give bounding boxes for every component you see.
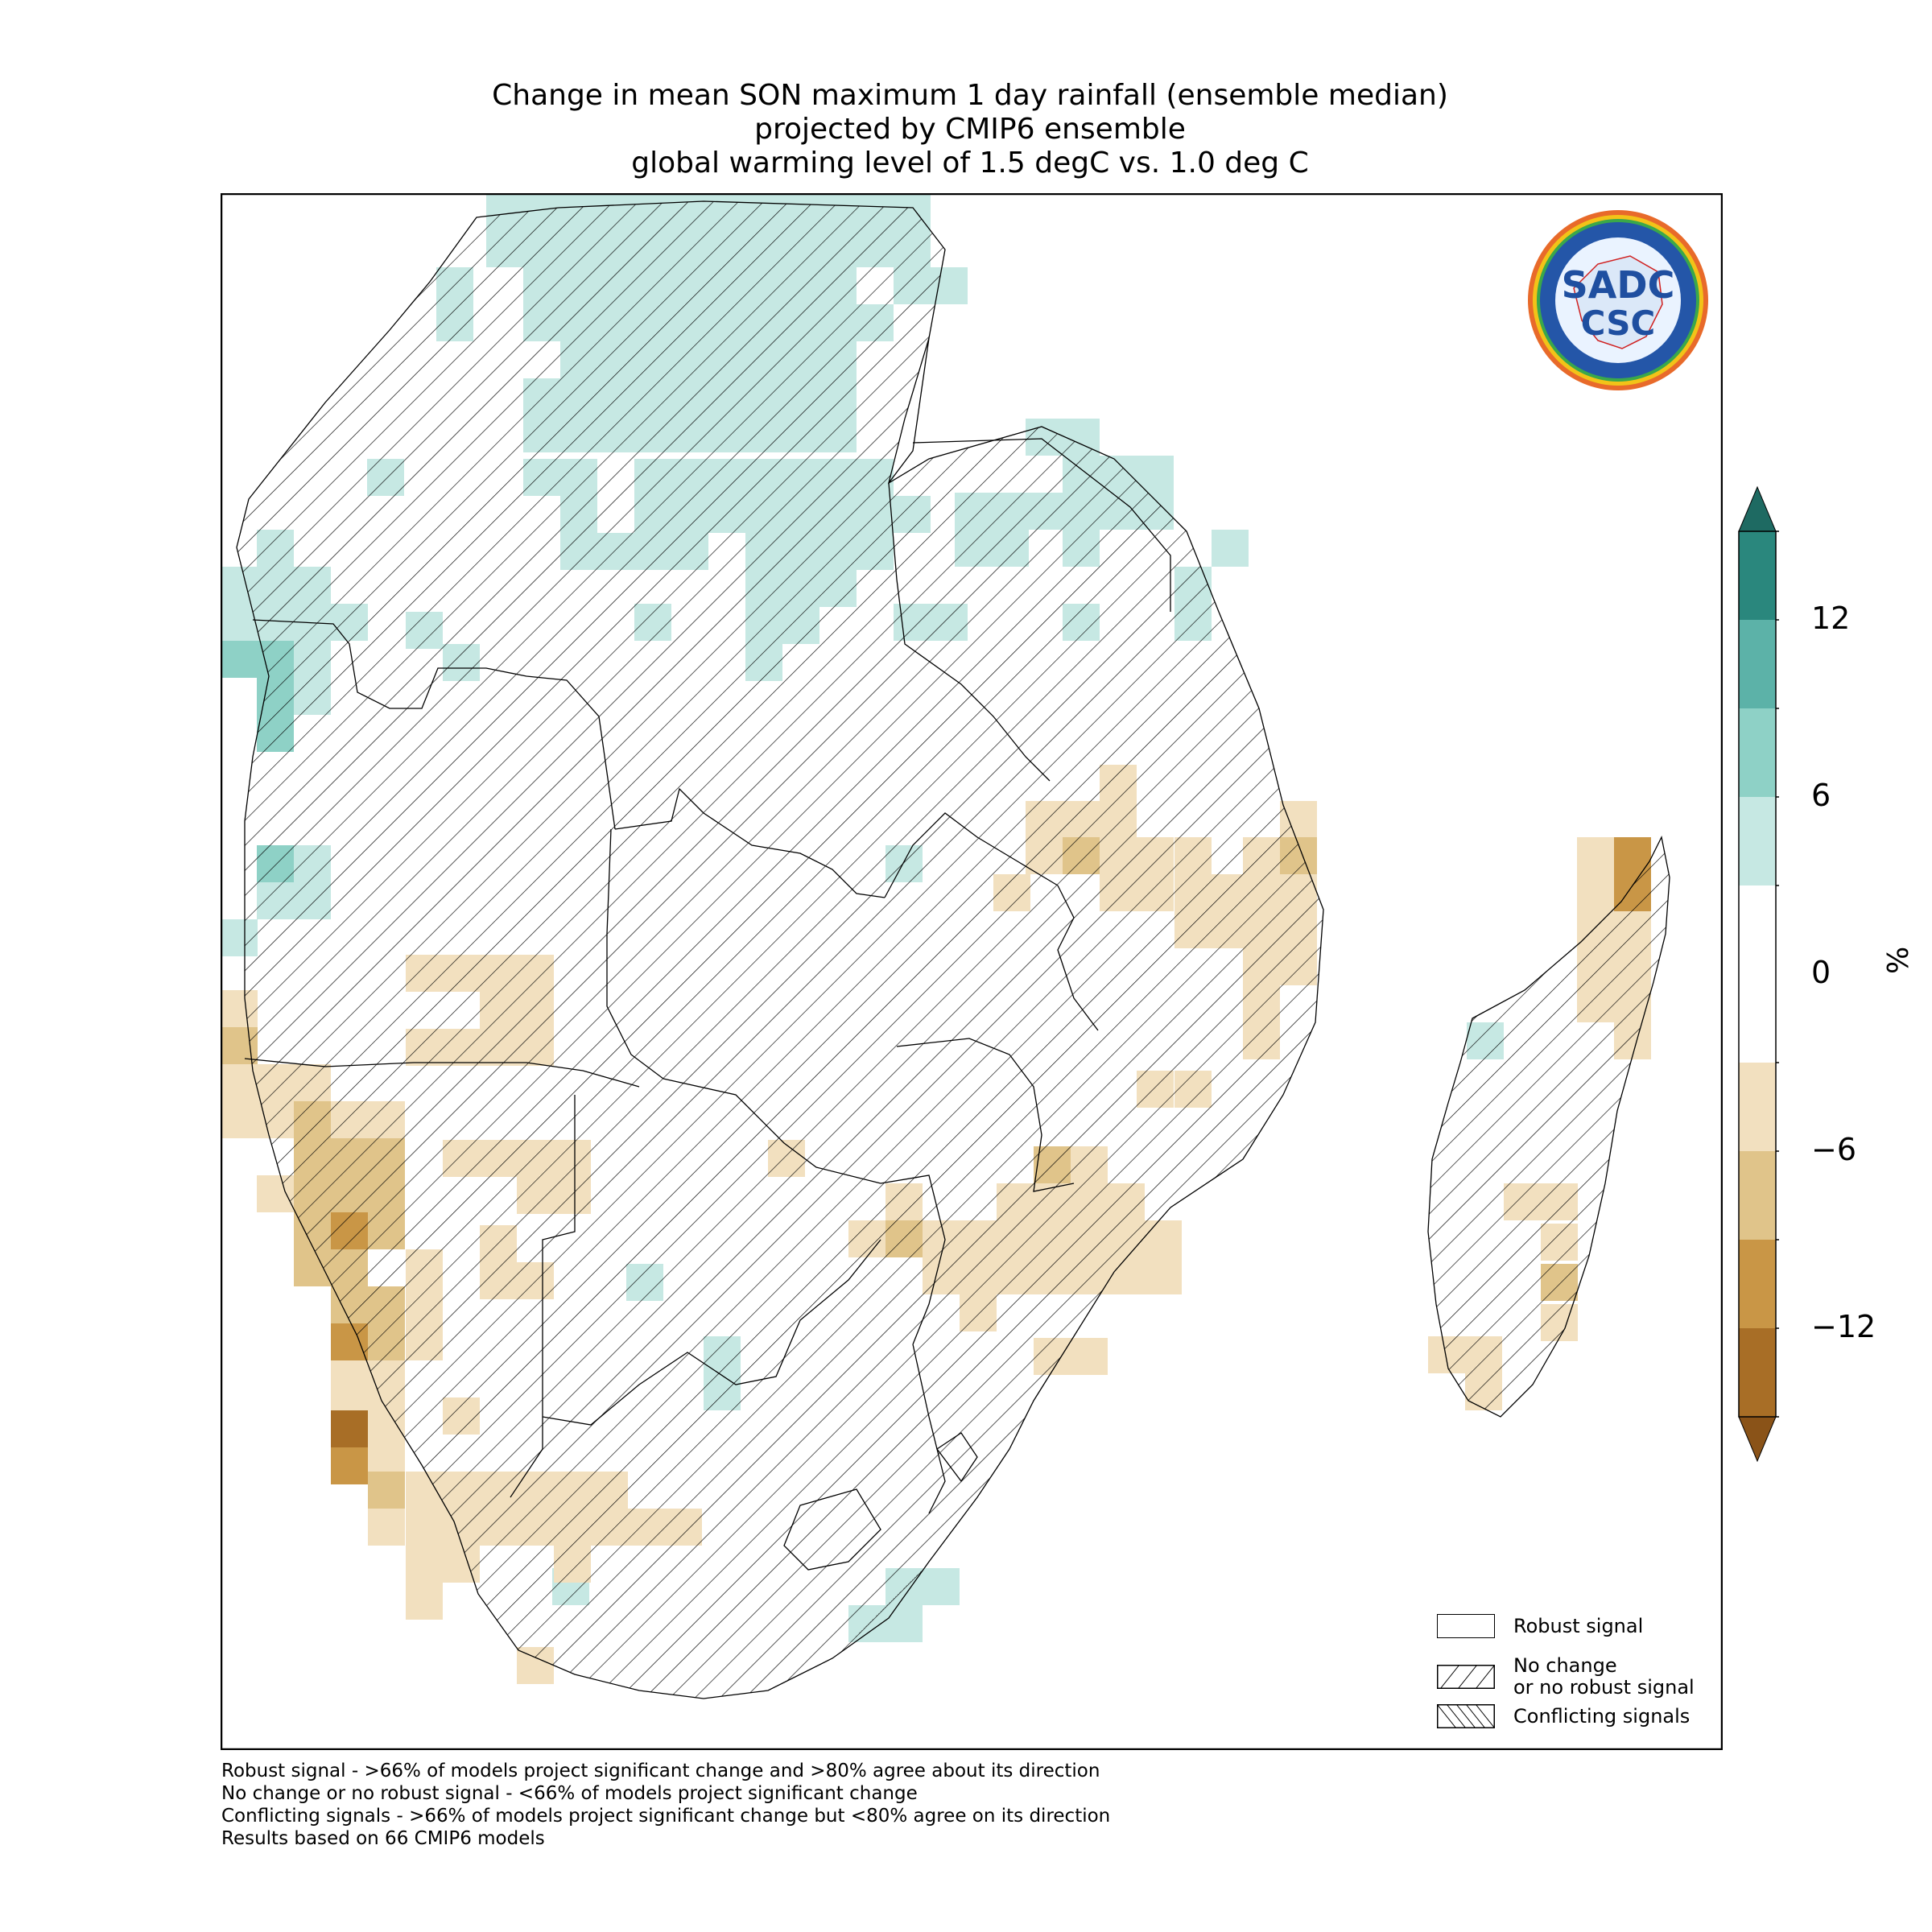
legend-swatch-hatch-backward	[1437, 1704, 1495, 1728]
legend-label-no-change-2: or no robust signal	[1513, 1676, 1695, 1699]
grid-cell	[1577, 874, 1614, 911]
colorbar-tick-6: 6	[1811, 778, 1831, 813]
legend-label-conflicting: Conflicting signals	[1513, 1705, 1690, 1728]
border-zambia-tanzania	[884, 812, 1059, 898]
colorbar-bin-5	[1739, 1063, 1776, 1151]
border-tanzania-north	[912, 438, 1171, 612]
colorbar	[1738, 485, 1779, 1463]
map-panel[interactable]	[221, 193, 1723, 1750]
colorbar-bin-6	[1739, 1151, 1776, 1240]
grid-cell	[221, 604, 258, 641]
grid-cell	[331, 1360, 368, 1397]
colorbar-tick-minus-6: −6	[1811, 1132, 1857, 1167]
footnote-no-change: No change or no robust signal - <66% of …	[221, 1783, 918, 1804]
grid-cell	[923, 1568, 960, 1605]
colorbar-bin-0	[1739, 531, 1776, 620]
border-angola-namibia	[244, 1058, 640, 1088]
grid-cell	[406, 1583, 443, 1620]
colorbar-bin-7	[1739, 1240, 1776, 1328]
colorbar-extend-max	[1738, 485, 1777, 532]
title-line-2: projected by CMIP6 ensemble	[754, 113, 1186, 146]
grid-cell	[221, 1064, 258, 1101]
title-line-3: global warming level of 1.5 degC vs. 1.0…	[631, 147, 1309, 180]
colorbar-bin-3	[1739, 797, 1776, 886]
grid-cell	[221, 1101, 258, 1138]
chart-title: Change in mean SON maximum 1 day rainfal…	[217, 79, 1723, 180]
border-drc-tanzania	[888, 337, 1051, 782]
colorbar-bin-1	[1739, 620, 1776, 708]
grid-cell	[406, 1546, 443, 1583]
grid-cell	[1577, 837, 1614, 874]
title-line-1: Change in mean SON maximum 1 day rainfal…	[492, 79, 1448, 112]
grid-cell	[221, 641, 258, 678]
grid-cell	[1071, 1338, 1108, 1375]
border-zimbabwe-mozambique	[880, 1174, 946, 1345]
coastline-madagascar	[1427, 836, 1670, 1418]
legend-label-no-change: No change or no robust signal	[1513, 1655, 1695, 1699]
map-border	[221, 193, 1723, 1750]
country-borders	[236, 200, 1670, 1699]
grid-cell	[368, 1472, 405, 1509]
eswatini	[936, 1432, 978, 1483]
legend-label-no-change-1: No change	[1513, 1654, 1617, 1677]
colorbar-unit: %	[1882, 946, 1915, 974]
border-zambia-mozambique	[896, 1038, 1075, 1192]
legend-label-robust: Robust signal	[1513, 1615, 1644, 1637]
svg-text:CSC: CSC	[1581, 303, 1656, 343]
border-drc-zambia	[614, 787, 886, 898]
grid-cell	[1212, 530, 1249, 567]
border-botswana-sa	[542, 1239, 881, 1426]
footnote-robust: Robust signal - >66% of models project s…	[221, 1761, 1100, 1781]
sadc-csc-logo: SADC CSC	[1528, 210, 1708, 390]
grid-cell	[1137, 456, 1174, 493]
border-zambia-zimbabwe	[663, 1078, 881, 1184]
footnote-models: Results based on 66 CMIP6 models	[221, 1828, 545, 1849]
grid-cell	[368, 1435, 405, 1472]
border-malawi	[1057, 885, 1099, 1031]
footnotes: Robust signal - >66% of models project s…	[221, 1760, 1110, 1850]
grid-cell	[368, 1509, 405, 1546]
colorbar-extend-min	[1738, 1416, 1777, 1463]
border-namibia-botswana	[510, 1095, 576, 1498]
colorbar-bin-8	[1739, 1328, 1776, 1417]
colorbar-bin-2	[1739, 708, 1776, 797]
legend-swatch-hatch-forward	[1437, 1665, 1495, 1689]
grid-cell	[1145, 1257, 1182, 1294]
colorbar-tick-minus-12: −12	[1811, 1309, 1876, 1344]
colorbar-bin-4	[1739, 886, 1776, 1063]
colorbar-frame	[1738, 530, 1777, 1418]
grid-cell	[406, 1509, 443, 1546]
colorbar-tick-0: 0	[1811, 955, 1831, 990]
grid-cell	[331, 1447, 368, 1484]
border-angola-drc	[252, 619, 616, 830]
colorbar-tick-12: 12	[1811, 601, 1851, 636]
border-angola-zambia	[606, 828, 664, 1080]
grid-cell	[331, 1410, 368, 1447]
legend-swatch-empty	[1437, 1614, 1495, 1638]
lesotho	[783, 1488, 881, 1571]
coastline-mainland	[236, 200, 1324, 1699]
footnote-conflicting: Conflicting signals - >66% of models pro…	[221, 1806, 1111, 1827]
svg-text:SADC: SADC	[1562, 263, 1675, 307]
